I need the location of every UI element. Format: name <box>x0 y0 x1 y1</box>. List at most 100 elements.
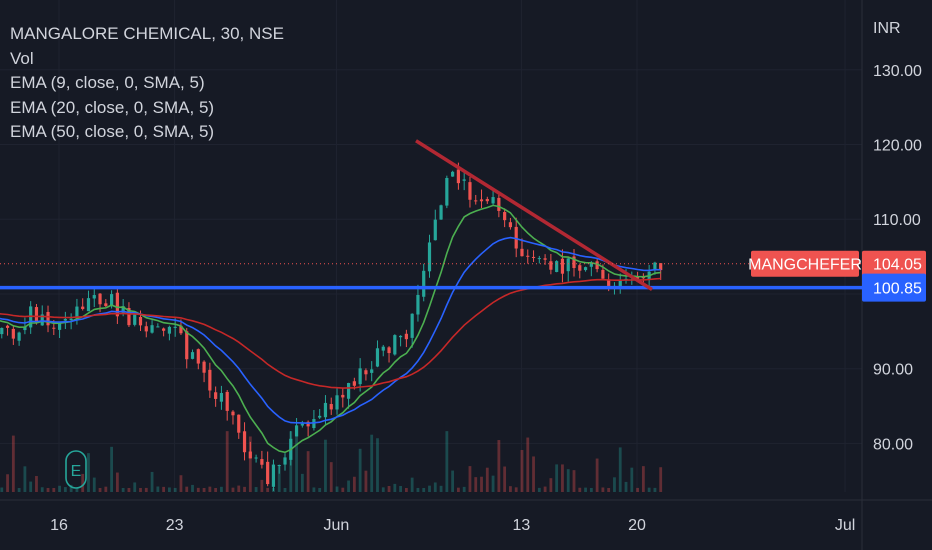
volume-bar <box>422 487 426 492</box>
last-price-label: 104.05 <box>873 257 922 274</box>
volume-bar <box>404 487 408 492</box>
ema50-legend[interactable]: EMA (50, close, 0, SMA, 5) <box>10 122 215 141</box>
candle-body <box>190 352 195 359</box>
candle-body <box>144 326 148 332</box>
price-axis: INR 130.00 120.00 110.00 90.00 80.00 <box>873 20 922 453</box>
earnings-marker[interactable]: E <box>65 450 87 489</box>
volume-bar <box>75 487 79 492</box>
candle-body <box>283 457 287 465</box>
ema20-legend[interactable]: EMA (20, close, 0, SMA, 5) <box>10 97 215 117</box>
time-tick-label: 16 <box>50 517 68 534</box>
candle-body <box>485 199 489 202</box>
candle-body <box>358 368 362 385</box>
candle-body <box>578 265 582 271</box>
volume-bar <box>561 464 564 492</box>
volume-bar <box>578 487 582 492</box>
candle-body <box>601 269 605 279</box>
volume-bar <box>277 465 281 492</box>
ema20-line[interactable] <box>0 236 661 425</box>
volume-bar <box>127 487 131 492</box>
volume-bar <box>214 487 218 492</box>
volume-bar <box>58 485 61 492</box>
candle-body <box>514 226 518 249</box>
volume-bar <box>6 474 9 492</box>
candle-body <box>404 333 408 340</box>
candle-body <box>115 292 119 317</box>
candle-body <box>260 459 264 465</box>
ema9-legend[interactable]: EMA (9, close, 0, SMA, 5) <box>10 73 205 92</box>
candle-body <box>572 256 576 269</box>
volume-bar <box>485 467 489 492</box>
volume-bar <box>572 470 576 492</box>
earnings-icon: E <box>71 463 82 480</box>
support-price-label: 100.85 <box>873 281 922 298</box>
candle-body <box>248 451 252 459</box>
volume-bar <box>254 487 258 492</box>
candle-body <box>121 306 125 314</box>
candle-body <box>110 294 114 306</box>
candle-body <box>618 280 622 288</box>
volume-bar <box>168 487 171 492</box>
candle-body <box>254 457 258 459</box>
ema50-line[interactable] <box>0 277 661 389</box>
volume-bar <box>468 466 472 492</box>
candle-body <box>381 346 385 351</box>
candle-body <box>63 318 67 321</box>
volume-legend[interactable]: Vol <box>10 48 34 68</box>
ema9-line[interactable] <box>0 204 661 454</box>
candle-body <box>104 303 108 306</box>
candle-body <box>202 361 206 373</box>
volume-bar <box>329 462 333 492</box>
ema-lines <box>0 204 661 454</box>
volume-bar <box>433 482 437 492</box>
candle-body <box>167 326 171 334</box>
candle-body <box>242 431 247 453</box>
volume-bar <box>393 483 397 492</box>
candle-body <box>497 197 501 211</box>
candle-body <box>306 421 310 427</box>
candle-body <box>346 382 351 399</box>
symbol-title[interactable]: MANGALORE CHEMICAL, 30, NSE <box>10 24 284 43</box>
currency-label: INR <box>873 20 901 37</box>
price-tick-label: 110.00 <box>873 212 921 229</box>
candle-body <box>595 261 599 270</box>
volume-bar <box>35 476 38 492</box>
volume-bar <box>324 439 327 492</box>
volume-bar <box>335 486 339 492</box>
volume-bar <box>23 466 27 492</box>
volume-bar <box>358 448 362 492</box>
price-tick-label: 120.00 <box>873 138 922 155</box>
candle-body <box>335 395 339 410</box>
time-tick-label: 13 <box>513 517 531 534</box>
volume-bar <box>451 470 455 492</box>
candle-body <box>375 348 380 367</box>
volume-bar <box>115 472 119 492</box>
candle-body <box>387 347 391 354</box>
candle-body <box>589 262 593 267</box>
resistance-trendline[interactable] <box>415 139 653 291</box>
volume-bar <box>537 487 541 492</box>
volume-bar <box>549 478 553 492</box>
candle-body <box>219 393 224 402</box>
symbol-tag-label: MANGCHEFER <box>748 257 862 274</box>
volume-bar <box>618 447 622 492</box>
candle-body <box>294 425 299 437</box>
volume-bar <box>641 466 645 492</box>
volume-bar <box>376 438 379 492</box>
candle-body <box>422 270 426 297</box>
volume-bar <box>121 487 125 492</box>
candle-body <box>271 464 276 487</box>
volume-bar <box>532 456 535 492</box>
candle-body <box>208 369 212 391</box>
candle-body <box>410 313 414 338</box>
candle-body <box>173 326 177 328</box>
earnings-badge[interactable] <box>65 450 87 489</box>
candle-body <box>433 219 437 241</box>
volume-bar <box>555 464 559 492</box>
price-tick-label: 90.00 <box>873 362 913 379</box>
price-labels: MANGCHEFER 104.05 100.85 <box>748 250 926 302</box>
time-axis: 16 23 Jun 13 20 Jul <box>50 517 855 534</box>
time-tick-label: Jul <box>835 517 855 534</box>
